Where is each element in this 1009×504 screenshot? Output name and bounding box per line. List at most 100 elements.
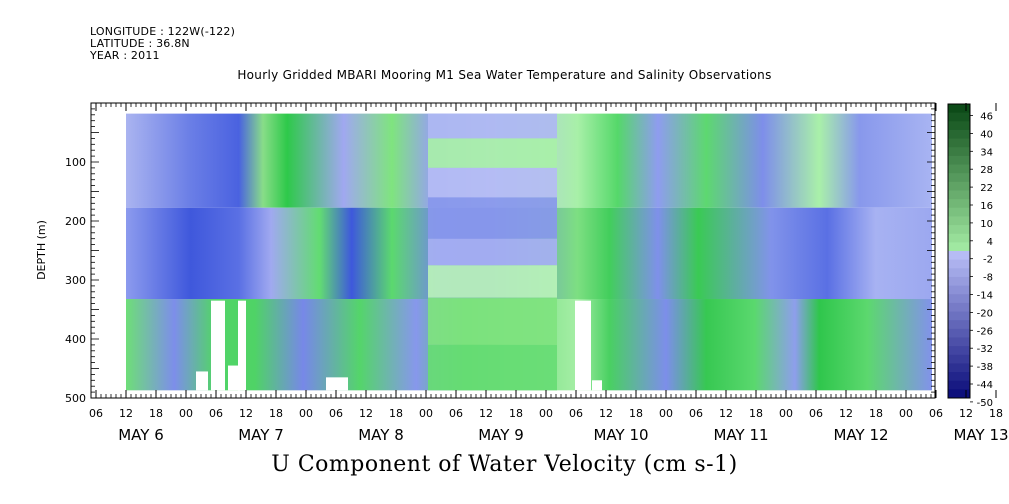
colorbar-step xyxy=(948,380,970,390)
colorbar-step xyxy=(948,320,970,330)
y-axis-label: DEPTH (m) xyxy=(35,220,48,280)
colorbar-step xyxy=(948,181,970,191)
day-label: MAY 6 xyxy=(118,426,164,444)
chart-title: Hourly Gridded MBARI Mooring M1 Sea Wate… xyxy=(237,68,772,82)
hour-tick-label: 00 xyxy=(779,407,793,420)
colorbar-label: 46 xyxy=(980,112,993,123)
layer-band-0 xyxy=(428,113,557,139)
colorbar-label: 28 xyxy=(980,165,993,176)
day-label: MAY 12 xyxy=(833,426,888,444)
colorbar-step xyxy=(948,276,970,287)
colorbar-label: -2 xyxy=(983,255,993,266)
colorbar-step xyxy=(948,294,970,304)
variable-title: U Component of Water Velocity (cm s-1) xyxy=(271,452,738,477)
colorbar-step xyxy=(948,354,970,364)
colorbar-step xyxy=(948,164,970,174)
colorbar-label: -8 xyxy=(983,273,993,284)
axes: 06 12 18 00 06 12 18 00 06 12 18 00 06 12 18 00 06 12 18 00… xyxy=(35,102,1009,444)
colorbar-step xyxy=(948,337,970,347)
colorbar-label: -14 xyxy=(977,291,993,302)
hour-tick-label: 00 xyxy=(299,407,313,420)
colorbar-step xyxy=(948,363,970,373)
hour-tick-label: 12 xyxy=(599,407,613,420)
y-tick-label: 100 xyxy=(65,156,86,169)
colorbar-step xyxy=(948,251,970,261)
layer-band-1 xyxy=(428,138,557,168)
layer-band-5 xyxy=(428,265,557,298)
chart-svg: 46 40 34 28 22 16 10 4 -2 -8 -14 -20 -26 -32 -38 -44 -50… xyxy=(35,102,1009,444)
latitude-label: LATITUDE : 36.8N xyxy=(90,37,190,50)
colorbar-label: -38 xyxy=(977,362,993,373)
colorbar-step xyxy=(948,112,970,122)
hour-tick-label: 06 xyxy=(569,407,583,420)
plot-area xyxy=(126,113,932,391)
hour-tick-label: 12 xyxy=(719,407,733,420)
colorbar-step xyxy=(948,138,970,148)
layer-band-4 xyxy=(428,238,557,266)
colorbar-label: 34 xyxy=(980,147,993,158)
day-label: MAY 11 xyxy=(713,426,768,444)
day-label: MAY 10 xyxy=(593,426,648,444)
hour-tick-label: 18 xyxy=(989,407,1003,420)
colorbar-step xyxy=(948,233,970,243)
hour-tick-label: 18 xyxy=(269,407,283,420)
colorbar: 46 40 34 28 22 16 10 4 -2 -8 -14 -20 -26 -32 -38 -44 -50 xyxy=(947,103,993,409)
y-tick-label: 300 xyxy=(65,274,86,287)
layer-band-6 xyxy=(428,297,557,345)
colorbar-label: 40 xyxy=(980,129,993,140)
colorbar-step xyxy=(948,285,970,295)
layer-band-2 xyxy=(428,167,557,198)
hour-tick-label: 18 xyxy=(629,407,643,420)
y-tick-label: 200 xyxy=(65,215,86,228)
colorbar-frame xyxy=(947,103,971,399)
day-label: MAY 7 xyxy=(238,426,284,444)
colorbar-step xyxy=(948,389,970,399)
colorbar-label: -32 xyxy=(977,344,993,355)
colorbar-step xyxy=(948,121,970,131)
hour-tick-label: 06 xyxy=(89,407,103,420)
colorbar-step xyxy=(948,259,970,269)
layer-band-3 xyxy=(428,197,557,239)
day-label: MAY 9 xyxy=(478,426,524,444)
day-label: MAY 13 xyxy=(953,426,1008,444)
hour-tick-label: 00 xyxy=(179,407,193,420)
colorbar-label: -20 xyxy=(977,308,993,319)
colorbar-step xyxy=(948,311,970,321)
hour-tick-label: 12 xyxy=(119,407,133,420)
day-label: MAY 8 xyxy=(358,426,404,444)
hour-tick-label: 12 xyxy=(479,407,493,420)
colorbar-step xyxy=(948,207,970,217)
hour-tick-label: 12 xyxy=(359,407,373,420)
hour-tick-label: 18 xyxy=(149,407,163,420)
missing-data-4 xyxy=(326,377,348,391)
hour-tick-label: 18 xyxy=(389,407,403,420)
hour-tick-label: 12 xyxy=(239,407,253,420)
colorbar-label: -50 xyxy=(977,398,993,409)
hour-tick-label: 06 xyxy=(689,407,703,420)
hour-tick-label: 00 xyxy=(659,407,673,420)
colorbar-step xyxy=(948,328,970,338)
colorbar-label: 16 xyxy=(980,201,993,212)
hour-tick-label: 12 xyxy=(839,407,853,420)
hour-tick-label: 06 xyxy=(449,407,463,420)
colorbar-step xyxy=(948,199,970,209)
missing-data-3 xyxy=(228,365,240,391)
hour-tick-label: 18 xyxy=(749,407,763,420)
missing-data-1 xyxy=(211,300,225,391)
missing-data-2 xyxy=(238,300,246,391)
colorbar-step xyxy=(948,190,970,200)
colorbar-step xyxy=(948,147,970,157)
hour-tick-label: 06 xyxy=(209,407,223,420)
colorbar-label: 22 xyxy=(980,183,993,194)
hour-tick-label: 18 xyxy=(869,407,883,420)
colorbar-step xyxy=(948,268,970,278)
y-tick-label: 500 xyxy=(65,392,86,405)
y-tick-label: 400 xyxy=(65,333,86,346)
colorbar-step xyxy=(948,372,970,382)
colorbar-step xyxy=(948,302,970,313)
hour-tick-label: 06 xyxy=(929,407,943,420)
year-label: YEAR : 2011 xyxy=(90,49,160,62)
layer-band-7 xyxy=(428,344,557,391)
colorbar-label: 10 xyxy=(980,219,993,230)
hour-tick-label: 00 xyxy=(539,407,553,420)
